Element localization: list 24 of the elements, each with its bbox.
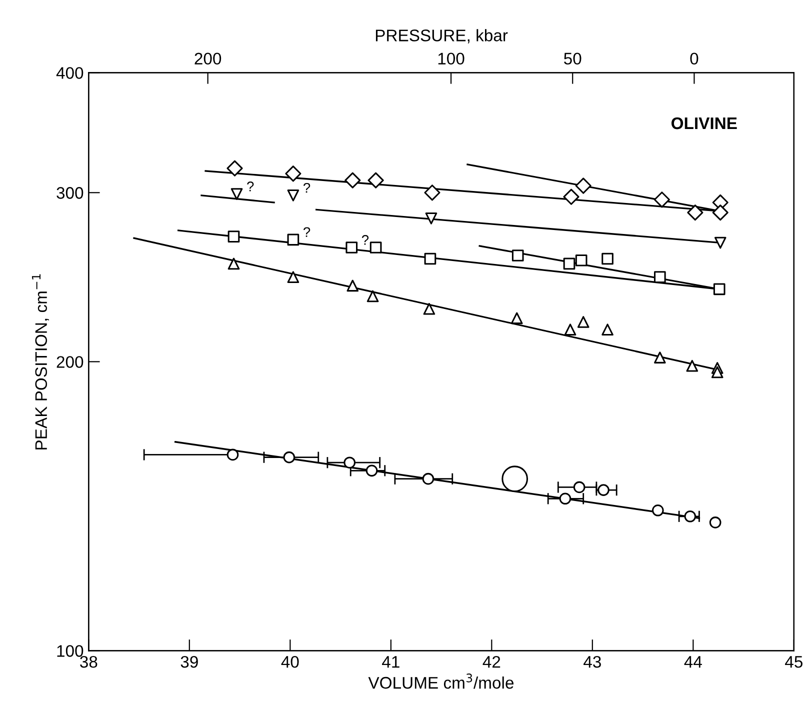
x-axis-title: VOLUME cm$^{3}$/mole	[368, 674, 514, 689]
x2-tick-label: 100	[438, 52, 464, 65]
annotation: ?	[362, 235, 369, 245]
y-tick-label: 400	[56, 67, 84, 79]
x2-tick-label: 200	[194, 52, 222, 65]
x2-axis-title: PRESSURE, kbar	[376, 29, 508, 44]
annotation: ?	[247, 182, 254, 192]
x-tick-label: 40	[281, 656, 299, 668]
x-tick-label: 43	[584, 656, 601, 668]
x2-tick-label: 50	[564, 52, 582, 65]
y-axis-title: PEAK POSITION, cm$^{−1}$	[32, 274, 49, 450]
y-tick-label: 300	[56, 187, 84, 199]
annotation: OLIVINE	[672, 117, 737, 130]
y-tick-label: 200	[56, 356, 84, 368]
annotation: ?	[303, 182, 310, 193]
x-tick-label: 42	[482, 656, 500, 668]
x-tick-label: 45	[785, 656, 802, 668]
y-tick-label: 100	[57, 645, 84, 657]
x-tick-label: 38	[80, 656, 98, 668]
x-tick-label: 39	[180, 656, 198, 668]
annotation: ?	[303, 227, 310, 237]
x2-tick-label: 0	[690, 52, 698, 65]
x-tick-label: 44	[684, 656, 702, 668]
x-tick-label: 41	[382, 656, 400, 668]
